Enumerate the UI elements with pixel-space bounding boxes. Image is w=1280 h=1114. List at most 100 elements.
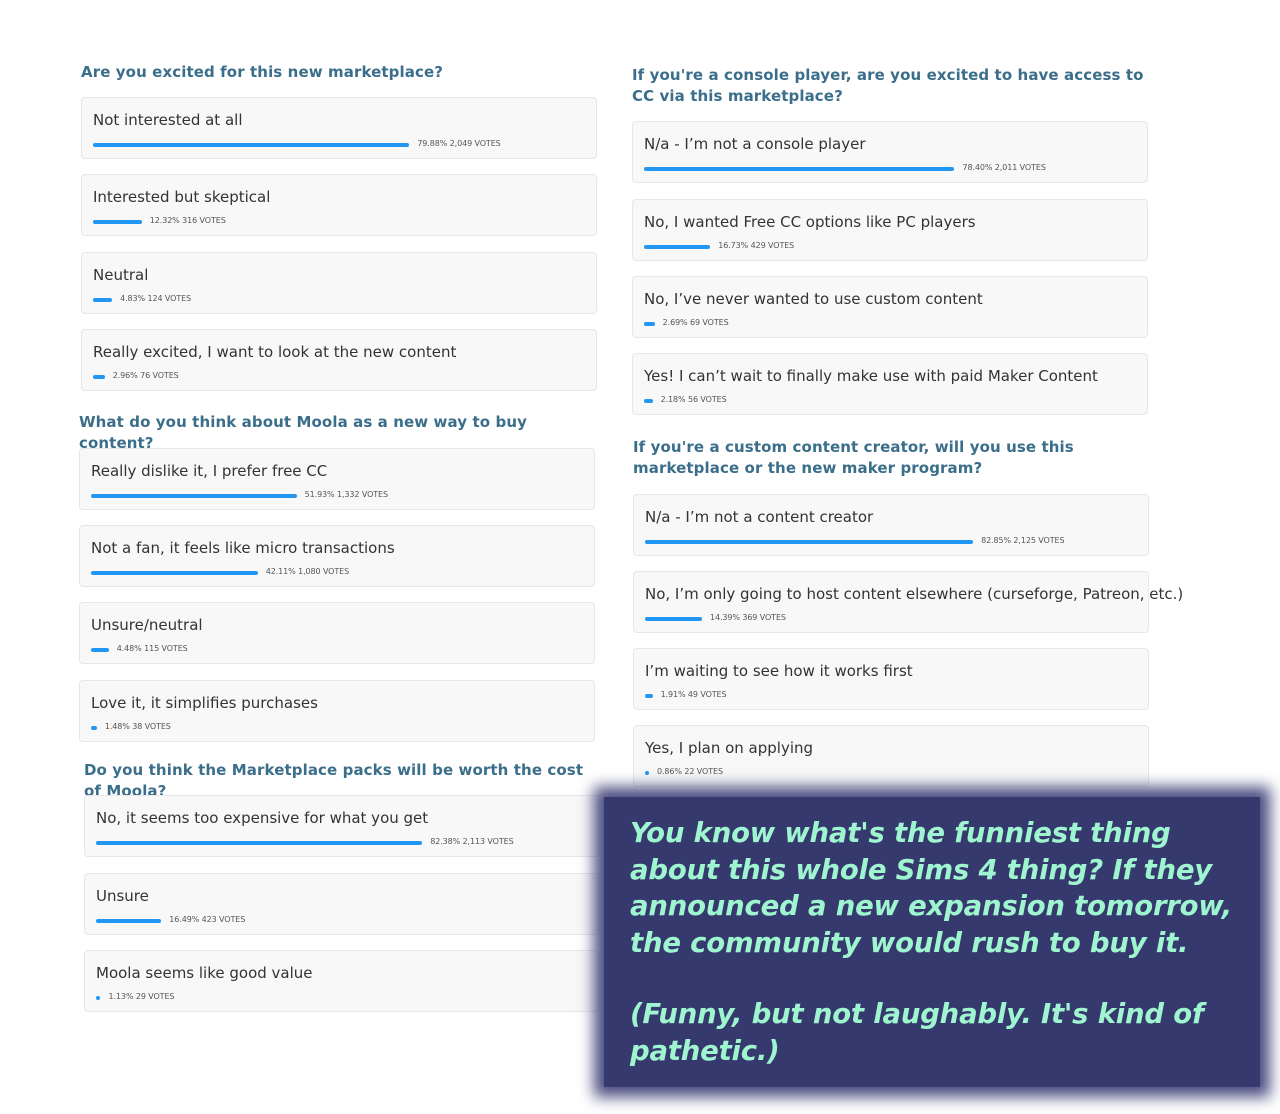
poll-result-stat: 42.11% 1,080 VOTES xyxy=(265,567,350,576)
poll-option-label: N/a - I’m not a content creator xyxy=(645,508,874,526)
poll-option-label: Neutral xyxy=(93,266,149,284)
poll-moola-opinion: What do you think about Moola as a new w… xyxy=(79,412,599,742)
poll-result-bar xyxy=(644,245,711,249)
poll-result-bar-track xyxy=(96,841,492,845)
poll-result-stat: 1.91% 49 VOTES xyxy=(660,690,727,699)
commentary-overlay: You know what's the funniest thing about… xyxy=(604,797,1260,1087)
poll-question: Are you excited for this new marketplace… xyxy=(81,63,444,81)
poll-result-stat: 1.48% 38 VOTES xyxy=(104,722,171,731)
poll-question: What do you think about Moola as a new w… xyxy=(79,413,527,452)
poll-option: Love it, it simplifies purchases 1.48% 38… xyxy=(79,680,595,742)
poll-option: Yes! I can’t wait to finally make use wi… xyxy=(632,353,1148,415)
poll-result-bar xyxy=(645,771,649,775)
poll-result-bar xyxy=(645,617,702,621)
poll-result-bar xyxy=(644,322,655,326)
poll-content-creator: If you're a custom content creator, will… xyxy=(633,437,1183,787)
poll-result-bar-track xyxy=(644,399,1040,403)
poll-option: Unsure/neutral 4.48% 115 VOTES xyxy=(79,602,595,664)
poll-result-stat: 2.96% 76 VOTES xyxy=(112,371,179,380)
poll-result-bar xyxy=(93,143,410,147)
poll-option-label: No, I’ve never wanted to use custom cont… xyxy=(644,290,983,308)
poll-result-bar-track xyxy=(96,996,492,1000)
poll-option: Not interested at all 79.88% 2,049 VOTES xyxy=(81,97,597,159)
poll-option: Unsure 16.49% 423 VOTES xyxy=(84,873,600,935)
poll-option: No, I’m only going to host content elsew… xyxy=(633,571,1183,633)
poll-result-bar-track xyxy=(645,771,1041,775)
poll-option-label: Yes, I plan on applying xyxy=(645,739,814,757)
poll-option-label: Unsure/neutral xyxy=(91,616,203,634)
poll-result-bar xyxy=(93,298,113,302)
poll-option-label: Not a fan, it feels like micro transacti… xyxy=(91,539,395,557)
poll-option-label: N/a - I’m not a console player xyxy=(644,135,866,153)
poll-option: No, it seems too expensive for what you … xyxy=(84,795,600,857)
poll-result-bar xyxy=(93,220,142,224)
poll-result-stat: 0.86% 22 VOTES xyxy=(657,767,723,776)
poll-result-bar-track xyxy=(91,648,487,652)
poll-result-stat: 82.85% 2,125 VOTES xyxy=(981,536,1065,545)
poll-option-label: No, it seems too expensive for what you … xyxy=(96,809,429,827)
poll-result-bar-track xyxy=(93,298,489,302)
poll-result-bar xyxy=(91,648,109,652)
poll-option-label: Not interested at all xyxy=(93,111,243,129)
poll-result-bar xyxy=(91,571,258,575)
poll-console-player: If you're a console player, are you exci… xyxy=(632,65,1152,415)
poll-result-bar-track xyxy=(93,375,489,379)
poll-option-label: I’m waiting to see how it works first xyxy=(645,662,913,680)
poll-option: No, I’ve never wanted to use custom cont… xyxy=(632,276,1148,338)
poll-option: I’m waiting to see how it works first 1.9… xyxy=(633,648,1149,710)
poll-result-bar-track xyxy=(96,919,492,923)
poll-result-bar xyxy=(91,726,97,730)
poll-result-stat: 51.93% 1,332 VOTES xyxy=(304,490,388,499)
poll-result-stat: 16.49% 423 VOTES xyxy=(169,915,246,924)
poll-result-stat: 78.40% 2,011 VOTES xyxy=(962,163,1046,172)
poll-option-label: Interested but skeptical xyxy=(93,188,271,206)
poll-result-stat: 4.83% 124 VOTES xyxy=(120,294,192,303)
poll-result-bar xyxy=(96,841,423,845)
poll-result-bar xyxy=(96,919,162,923)
poll-option: Neutral 4.83% 124 VOTES xyxy=(81,252,597,314)
poll-result-stat: 1.13% 29 VOTES xyxy=(108,992,175,1001)
poll-option: N/a - I’m not a content creator 82.85% 2,… xyxy=(633,494,1149,556)
poll-result-bar-track xyxy=(644,322,1040,326)
poll-result-bar-track xyxy=(93,220,489,224)
poll-result-bar xyxy=(645,540,974,544)
poll-option-label: Yes! I can’t wait to finally make use wi… xyxy=(644,367,1098,385)
poll-result-stat: 79.88% 2,049 VOTES xyxy=(417,139,501,148)
poll-result-stat: 2.18% 56 VOTES xyxy=(660,395,727,404)
poll-option: Interested but skeptical 12.32% 316 VOTES xyxy=(81,174,597,236)
poll-result-bar-track xyxy=(644,167,1040,171)
poll-result-bar xyxy=(96,996,101,1000)
poll-result-bar-track xyxy=(91,571,487,575)
poll-result-bar xyxy=(91,494,297,498)
poll-option: Not a fan, it feels like micro transacti… xyxy=(79,525,595,587)
poll-result-stat: 2.69% 69 VOTES xyxy=(662,318,729,327)
poll-result-bar xyxy=(644,399,653,403)
poll-option: No, I wanted Free CC options like PC pla… xyxy=(632,199,1148,261)
poll-option-label: Really excited, I want to look at the ne… xyxy=(93,343,457,361)
poll-result-stat: 4.48% 115 VOTES xyxy=(116,644,188,653)
poll-option: Yes, I plan on applying 0.86% 22 VOTES xyxy=(633,725,1149,787)
poll-option-label: No, I wanted Free CC options like PC pla… xyxy=(644,213,976,231)
poll-result-bar xyxy=(93,375,105,379)
poll-result-bar-track xyxy=(645,694,1041,698)
poll-result-bar-track xyxy=(93,143,489,147)
poll-result-stat: 82.38% 2,113 VOTES xyxy=(430,837,514,846)
poll-result-stat: 12.32% 316 VOTES xyxy=(149,216,226,225)
poll-option-label: No, I’m only going to host content elsew… xyxy=(645,585,1184,603)
poll-question: If you're a console player, are you exci… xyxy=(632,66,1144,105)
poll-result-bar xyxy=(644,167,955,171)
poll-result-bar-track xyxy=(91,494,487,498)
poll-option: Really dislike it, I prefer free CC 51.93… xyxy=(79,448,595,510)
commentary-paragraph: You know what's the funniest thing about… xyxy=(630,817,1233,959)
poll-option: Moola seems like good value 1.13% 29 VOTE… xyxy=(84,950,600,1012)
poll-result-stat: 14.39% 369 VOTES xyxy=(709,613,786,622)
poll-result-bar-track xyxy=(645,540,1041,544)
poll-result-bar-track xyxy=(645,617,1041,621)
poll-result-bar xyxy=(645,694,653,698)
poll-option-label: Love it, it simplifies purchases xyxy=(91,694,318,712)
poll-option: N/a - I’m not a console player 78.40% 2,0… xyxy=(632,121,1148,183)
poll-packs-worth-cost: Do you think the Marketplace packs will … xyxy=(84,760,604,1012)
poll-result-bar-track xyxy=(644,245,1040,249)
poll-result-bar-track xyxy=(91,726,487,730)
poll-question: If you're a custom content creator, will… xyxy=(633,438,1074,477)
